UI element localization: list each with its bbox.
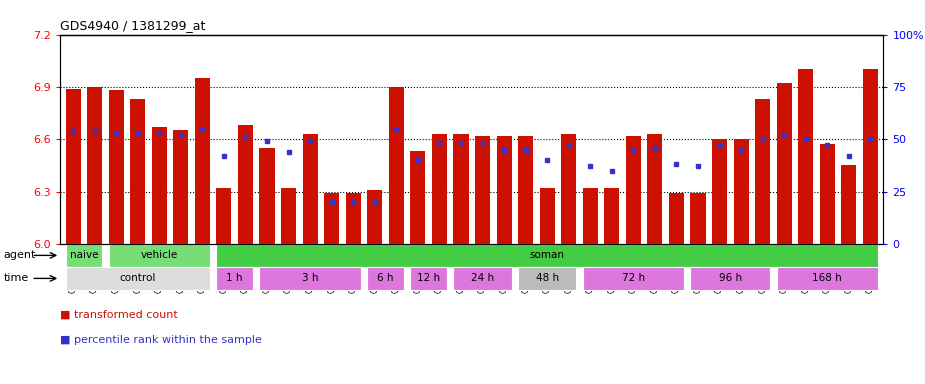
Bar [453, 267, 512, 290]
Bar [539, 188, 555, 244]
Bar [216, 267, 253, 290]
Bar [690, 193, 706, 244]
Text: soman: soman [530, 250, 564, 260]
Bar [734, 139, 748, 244]
Bar [281, 188, 296, 244]
Bar [87, 87, 102, 244]
Text: control: control [119, 273, 156, 283]
Bar [863, 70, 878, 244]
Bar [820, 144, 835, 244]
Bar [453, 134, 469, 244]
Bar [367, 190, 382, 244]
Bar [583, 267, 684, 290]
Text: 96 h: 96 h [719, 273, 742, 283]
Text: naive: naive [69, 250, 98, 260]
Bar [152, 127, 166, 244]
Bar [798, 70, 813, 244]
Bar [411, 151, 426, 244]
Bar [388, 87, 404, 244]
Text: 12 h: 12 h [417, 273, 440, 283]
Bar [518, 267, 576, 290]
Text: 48 h: 48 h [536, 273, 559, 283]
Bar [216, 244, 878, 267]
Bar [108, 90, 124, 244]
Bar [173, 131, 189, 244]
Bar [777, 267, 878, 290]
Text: time: time [4, 273, 29, 283]
Bar [66, 89, 80, 244]
Bar [260, 267, 361, 290]
Text: GDS4940 / 1381299_at: GDS4940 / 1381299_at [60, 19, 205, 32]
Text: 72 h: 72 h [622, 273, 645, 283]
Bar [842, 166, 857, 244]
Bar [260, 148, 275, 244]
Text: 24 h: 24 h [471, 273, 494, 283]
Bar [475, 136, 490, 244]
Bar [497, 136, 512, 244]
Bar [755, 99, 771, 244]
Bar [411, 267, 447, 290]
Bar [324, 193, 339, 244]
Bar [777, 83, 792, 244]
Text: 168 h: 168 h [812, 273, 843, 283]
Text: 3 h: 3 h [302, 273, 318, 283]
Bar [583, 188, 598, 244]
Text: 1 h: 1 h [227, 273, 243, 283]
Bar [561, 134, 576, 244]
Bar [66, 267, 210, 290]
Bar [195, 78, 210, 244]
Text: 6 h: 6 h [377, 273, 394, 283]
Bar [518, 136, 533, 244]
Bar [669, 193, 684, 244]
Text: ■ transformed count: ■ transformed count [60, 310, 178, 320]
Bar [108, 244, 210, 267]
Bar [302, 134, 317, 244]
Bar [238, 125, 253, 244]
Bar [367, 267, 404, 290]
Bar [346, 193, 361, 244]
Bar [130, 99, 145, 244]
Text: vehicle: vehicle [141, 250, 178, 260]
Bar [648, 134, 662, 244]
Bar [690, 267, 771, 290]
Text: agent: agent [4, 250, 36, 260]
Bar [216, 188, 231, 244]
Bar [604, 188, 620, 244]
Bar [432, 134, 447, 244]
Bar [712, 139, 727, 244]
Bar [626, 136, 641, 244]
Text: ■ percentile rank within the sample: ■ percentile rank within the sample [60, 335, 262, 345]
Bar [66, 244, 102, 267]
